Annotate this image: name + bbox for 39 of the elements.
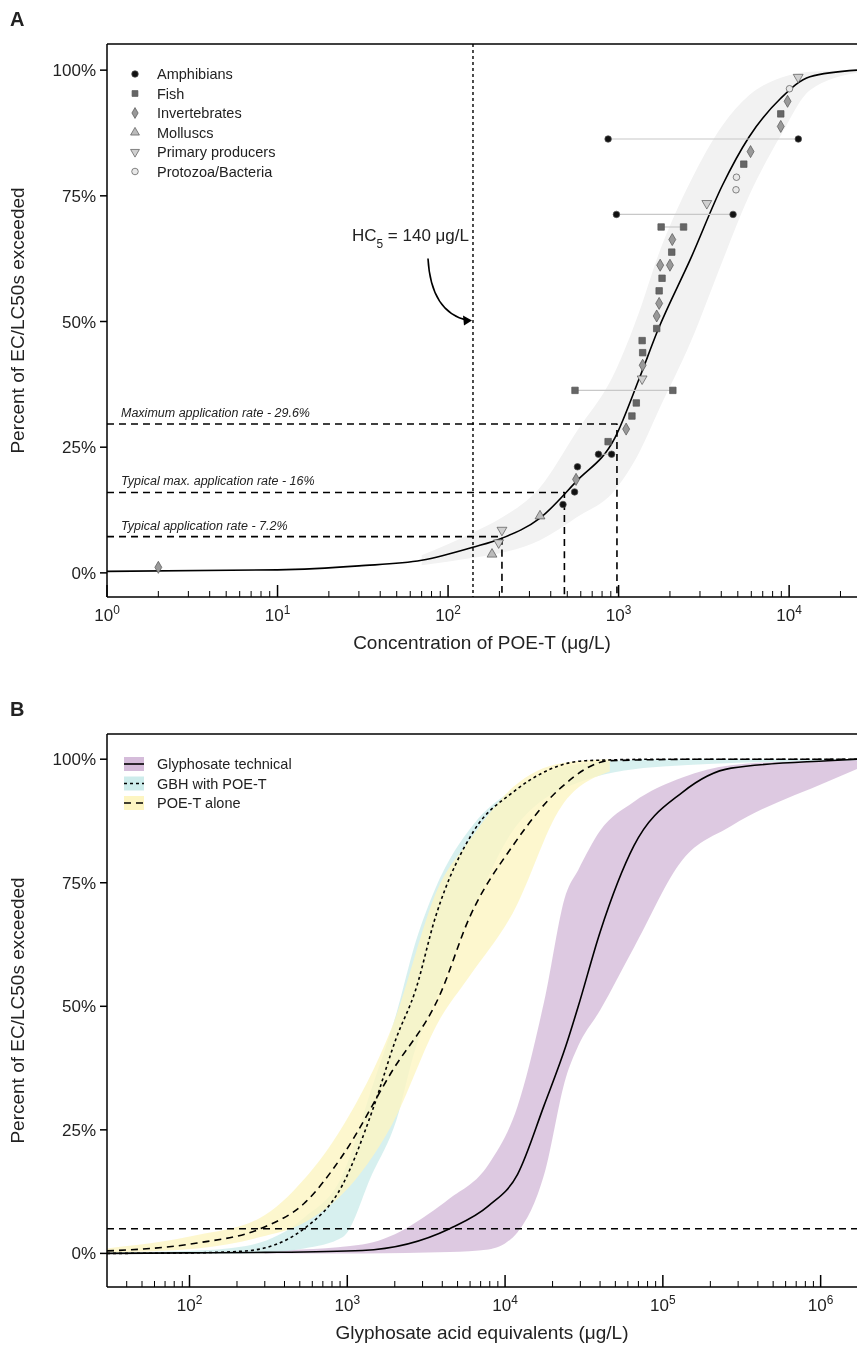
y-tick-label: 50%	[61, 312, 96, 332]
y-tick-label: 50%	[61, 997, 96, 1017]
y-tick-label: 75%	[61, 186, 96, 206]
legend-label: Glyphosate technical	[157, 756, 292, 772]
x-tick-label: 10$^{2}$	[435, 603, 462, 625]
legend-label: Fish	[157, 85, 185, 102]
y-tick-label: 75%	[61, 873, 96, 893]
legend-label: Invertebrates	[157, 105, 242, 121]
chart-title: A	[10, 8, 25, 30]
legend-label: Amphibians	[157, 66, 233, 82]
x-tick-label: 10$^{3}$	[605, 603, 632, 625]
x-axis-title: Concentration of POE-T (μg/L)	[353, 632, 611, 653]
chart-title: B	[10, 698, 25, 720]
x-tick-label: 10$^{1}$	[264, 603, 291, 625]
y-tick-label: 25%	[61, 1120, 96, 1140]
x-tick-label: 10$^{0}$	[94, 603, 121, 625]
legend-label: Molluscs	[157, 124, 214, 141]
annotation: Typical max. application rate - 16%	[121, 474, 315, 489]
legend-label: Primary producers	[157, 144, 276, 160]
legend-label: GBH with POE-T	[157, 775, 267, 792]
y-axis-title: Percent of EC/LC50s exceeded	[7, 187, 28, 454]
x-tick-label: 10$^{4}$	[776, 603, 803, 625]
y-tick-label: 100%	[52, 750, 96, 770]
legend-label: Protozoa/Bacteria	[157, 163, 274, 180]
y-tick-label: 100%	[52, 61, 96, 81]
y-tick-label: 0%	[71, 563, 96, 583]
annotation: Maximum application rate - 29.6%	[121, 406, 310, 421]
legend-label: POE-T alone	[157, 795, 241, 811]
y-tick-label: 25%	[61, 438, 96, 458]
x-tick-label: 10$^{4}$	[492, 1293, 519, 1315]
x-tick-label: 10$^{2}$	[176, 1293, 203, 1315]
x-tick-label: 10$^{3}$	[334, 1293, 361, 1315]
y-tick-label: 0%	[71, 1244, 96, 1264]
ref-line-label: HC$_{5}$ = 140 μg/L	[351, 225, 469, 251]
y-axis-title: Percent of EC/LC50s exceeded	[7, 877, 28, 1144]
x-axis-title: Glyphosate acid equivalents (μg/L)	[335, 1322, 629, 1343]
x-tick-label: 10$^{5}$	[650, 1293, 676, 1315]
x-tick-label: 10$^{6}$	[807, 1293, 834, 1315]
annotation: Typical application rate - 7.2%	[121, 518, 288, 533]
